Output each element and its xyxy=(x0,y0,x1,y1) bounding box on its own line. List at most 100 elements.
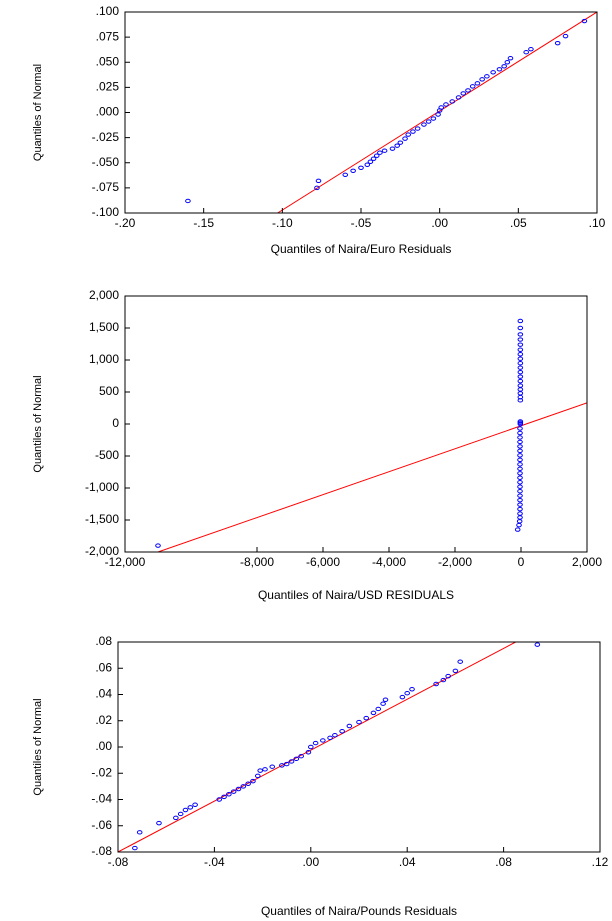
point xyxy=(257,768,263,773)
point xyxy=(421,122,427,127)
y-tick-label: .050 xyxy=(96,54,120,68)
point xyxy=(327,735,333,741)
point xyxy=(517,374,524,379)
x-tick-label: .05 xyxy=(510,216,527,230)
point xyxy=(409,687,415,692)
x-tick-label: -2,000 xyxy=(438,555,472,569)
point xyxy=(269,764,276,769)
point xyxy=(414,126,421,131)
point xyxy=(305,750,312,755)
y-tick-label: -2,000 xyxy=(85,544,119,558)
chart: -.100 -.075 -.050 -.025 .000 .025 .050 .075 .100… xyxy=(32,4,606,256)
point xyxy=(332,732,338,738)
point xyxy=(136,830,143,835)
point xyxy=(517,430,523,436)
y-tick-label: -1,500 xyxy=(85,512,119,526)
point xyxy=(221,794,227,800)
y-tick-label: .025 xyxy=(96,80,120,94)
point xyxy=(517,419,524,424)
y-tick-label: -.100 xyxy=(92,205,120,219)
point xyxy=(517,471,523,476)
point xyxy=(363,715,370,721)
point xyxy=(516,522,522,528)
y-tick-label: .08 xyxy=(95,634,112,648)
point xyxy=(308,744,314,750)
point xyxy=(380,701,386,706)
point xyxy=(377,150,383,155)
point xyxy=(245,781,251,786)
point xyxy=(279,763,285,768)
point xyxy=(517,391,524,396)
point xyxy=(517,352,524,357)
x-tick-label: .00 xyxy=(431,216,448,230)
y-tick-label: -.075 xyxy=(92,180,120,194)
point xyxy=(288,759,295,764)
point xyxy=(404,690,411,696)
point xyxy=(517,347,524,352)
point xyxy=(187,805,194,810)
point xyxy=(315,178,322,184)
point xyxy=(226,792,232,797)
x-tick-label: .04 xyxy=(399,855,416,869)
point xyxy=(516,519,523,524)
point xyxy=(342,172,349,178)
point xyxy=(250,778,256,784)
point xyxy=(364,162,371,167)
point xyxy=(230,789,237,794)
point xyxy=(474,81,481,86)
y-axis-label: Quantiles of Normal xyxy=(32,64,44,161)
point xyxy=(514,527,521,532)
x-axis-label: Quantiles of Naira/Euro Residuals xyxy=(271,242,452,256)
plot-area xyxy=(155,318,587,552)
point xyxy=(410,129,416,134)
point xyxy=(339,729,345,734)
point xyxy=(381,148,388,153)
point xyxy=(517,511,523,516)
point xyxy=(581,18,588,24)
point xyxy=(517,426,523,431)
point xyxy=(517,493,523,498)
x-tick-label: 0 xyxy=(518,555,525,569)
y-tick-label: .000 xyxy=(96,105,120,119)
point xyxy=(405,132,412,137)
point xyxy=(262,767,268,772)
y-tick-label: -500 xyxy=(95,448,119,462)
point xyxy=(517,365,524,370)
x-tick-label: .00 xyxy=(302,855,319,869)
point xyxy=(517,480,523,485)
point xyxy=(370,156,377,161)
point xyxy=(528,46,534,52)
y-tick-label: -.04 xyxy=(91,792,112,806)
x-tick-label: 2,000 xyxy=(572,555,602,569)
point xyxy=(254,773,261,779)
y-tick-label: .100 xyxy=(96,4,120,18)
x-tick-label: -6,000 xyxy=(306,555,340,569)
plot-area xyxy=(118,642,541,852)
y-tick-label: -.06 xyxy=(91,818,112,832)
point xyxy=(517,383,524,388)
point xyxy=(155,543,161,548)
point xyxy=(517,342,524,347)
point xyxy=(517,484,523,489)
point xyxy=(460,91,467,96)
point xyxy=(554,40,561,46)
y-tick-label: 1,500 xyxy=(89,320,119,334)
point xyxy=(517,318,524,324)
point xyxy=(455,95,462,100)
point xyxy=(382,697,389,702)
point xyxy=(517,378,524,384)
point xyxy=(375,706,382,712)
point xyxy=(562,33,569,39)
x-tick-label: -12,000 xyxy=(105,555,146,569)
point xyxy=(173,815,179,821)
y-tick-label: 0 xyxy=(112,416,119,430)
y-tick-label: -.02 xyxy=(91,765,112,779)
x-tick-label: -.04 xyxy=(204,855,225,869)
point xyxy=(517,453,523,458)
point xyxy=(367,159,374,164)
point xyxy=(517,475,523,480)
x-axis-label: Quantiles of Naira/Pounds Residuals xyxy=(261,904,457,918)
point xyxy=(501,64,507,69)
point xyxy=(440,677,447,683)
